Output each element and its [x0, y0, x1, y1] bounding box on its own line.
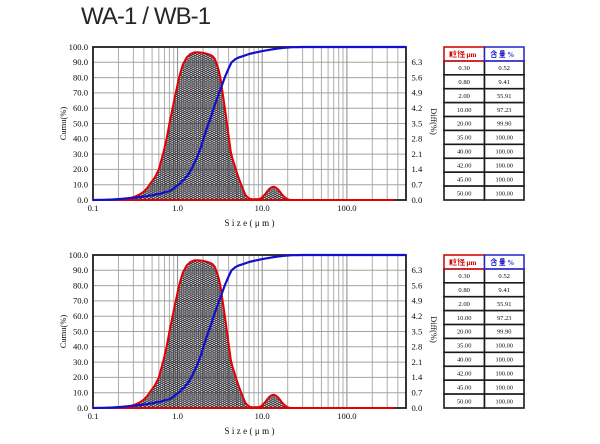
svg-text:50.0: 50.0 — [73, 118, 88, 128]
svg-text:90.0: 90.0 — [73, 57, 88, 67]
svg-text:50.00: 50.00 — [457, 190, 472, 197]
svg-text:Cumu(%): Cumu(%) — [58, 107, 68, 141]
svg-text:Size(μm): Size(μm) — [225, 218, 275, 228]
svg-text:100.0: 100.0 — [69, 42, 88, 52]
svg-text:100.00: 100.00 — [496, 176, 513, 183]
svg-text:2.1: 2.1 — [412, 149, 423, 159]
svg-text:Diff(%): Diff(%) — [429, 108, 439, 135]
svg-text:0.52: 0.52 — [498, 65, 510, 72]
svg-text:10.0: 10.0 — [73, 180, 88, 190]
svg-text:60.0: 60.0 — [73, 103, 88, 113]
svg-text:10.00: 10.00 — [457, 107, 472, 114]
svg-text:9.41: 9.41 — [498, 79, 510, 86]
svg-text:0.0: 0.0 — [77, 195, 88, 205]
svg-text:55.91: 55.91 — [497, 93, 512, 100]
svg-text:100.00: 100.00 — [496, 190, 513, 197]
svg-text:10.0: 10.0 — [255, 203, 270, 213]
svg-text:35.00: 35.00 — [457, 135, 472, 142]
svg-text:6.3: 6.3 — [412, 57, 423, 67]
svg-text:100.00: 100.00 — [496, 162, 513, 169]
svg-text:70.0: 70.0 — [73, 88, 88, 98]
svg-text:100.00: 100.00 — [496, 149, 513, 156]
svg-text:4.9: 4.9 — [412, 88, 423, 98]
svg-text:100.00: 100.00 — [496, 135, 513, 142]
svg-text:%: % — [507, 51, 514, 59]
svg-text:30.0: 30.0 — [73, 149, 88, 159]
svg-text:1.4: 1.4 — [412, 164, 423, 174]
svg-text:5.6: 5.6 — [412, 72, 423, 82]
svg-text:0.1: 0.1 — [88, 203, 99, 213]
svg-text:2.8: 2.8 — [412, 134, 423, 144]
svg-text:4.2: 4.2 — [412, 103, 423, 113]
svg-text:99.90: 99.90 — [497, 121, 512, 128]
svg-text:100.0: 100.0 — [337, 203, 356, 213]
svg-text:40.0: 40.0 — [73, 134, 88, 144]
svg-text:42.00: 42.00 — [457, 162, 472, 169]
svg-text:45.00: 45.00 — [457, 176, 472, 183]
svg-text:1.0: 1.0 — [172, 203, 183, 213]
svg-text:0.7: 0.7 — [412, 180, 423, 190]
svg-text:3.5: 3.5 — [412, 118, 423, 128]
svg-text:0.30: 0.30 — [458, 65, 470, 72]
svg-text:0.80: 0.80 — [458, 79, 470, 86]
svg-text:20.0: 20.0 — [73, 164, 88, 174]
svg-text:80.0: 80.0 — [73, 72, 88, 82]
svg-text:0.0: 0.0 — [412, 195, 423, 205]
svg-text:40.00: 40.00 — [457, 149, 472, 156]
svg-text:97.23: 97.23 — [497, 107, 512, 114]
svg-text:20.00: 20.00 — [457, 121, 472, 128]
svg-text:μm: μm — [467, 51, 477, 59]
svg-text:2.00: 2.00 — [458, 93, 470, 100]
